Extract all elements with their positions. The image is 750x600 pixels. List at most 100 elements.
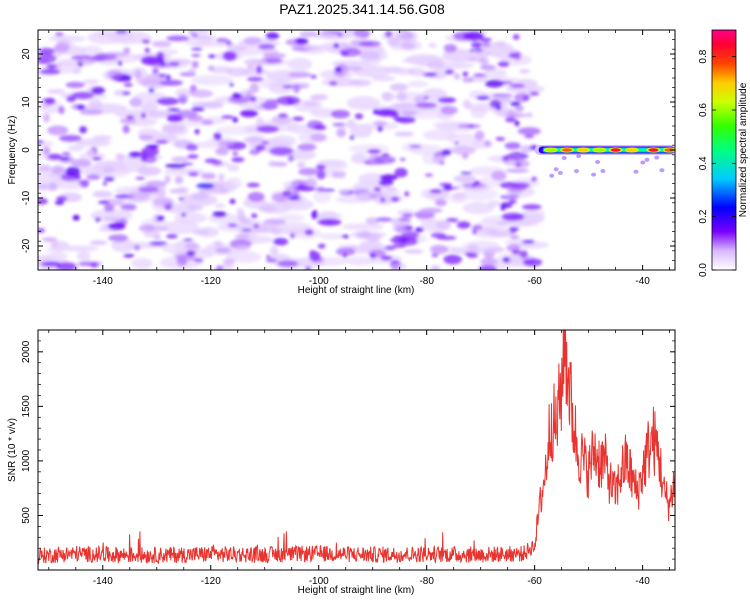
noise-blob [56,262,77,270]
noise-core [287,101,296,104]
noise-blob [187,205,203,211]
noise-haze [521,209,546,217]
noise-haze [76,139,110,146]
noise-blob [348,79,372,87]
noise-blob [47,89,66,94]
noise-blobs [38,30,550,270]
noise-core [282,85,293,89]
noise-blob [302,44,322,51]
noise-core [321,189,335,192]
signal-side-dot [561,156,567,160]
noise-blob [435,199,447,207]
noise-blob [277,260,299,268]
noise-core [144,47,150,54]
noise-core [77,105,86,110]
noise-core [229,199,236,204]
noise-core [522,240,535,244]
noise-core [190,33,199,37]
noise-haze [349,123,373,138]
noise-core [231,92,242,99]
noise-core [266,255,271,259]
noise-blob [176,256,188,266]
noise-blob [510,235,520,240]
noise-blob [235,245,251,251]
figure-title: PAZ1.2025.341.14.56.G08 [279,1,445,17]
noise-core [261,141,269,145]
noise-blob [218,173,225,182]
noise-core [208,54,217,58]
noise-blob [122,124,130,134]
noise-blob [414,95,427,104]
noise-blob [200,172,216,180]
noise-core [309,250,316,254]
noise-blob [133,244,141,251]
noise-blob [452,145,476,156]
noise-core [523,95,529,101]
noise-blob [312,31,335,39]
noise-core [188,171,199,177]
noise-core [92,156,102,161]
noise-blob [346,119,356,128]
noise-core [479,37,492,42]
noise-haze [483,68,507,79]
noise-haze [225,177,243,190]
noise-core [392,244,407,248]
noise-blob [215,147,229,156]
noise-blob [484,79,505,88]
noise-blob [453,31,475,41]
noise-blob [115,153,125,161]
noise-core [377,125,383,132]
noise-haze [407,80,429,88]
noise-core [103,176,115,182]
noise-blob [505,112,527,118]
signal-peak [594,148,605,152]
x-tick-label: -100 [309,576,329,587]
noise-blob [247,191,265,202]
noise-core [246,182,260,188]
noise-haze [401,57,437,64]
noise-core [191,47,203,51]
signal-side-dot [553,167,559,172]
colorbar-tick-label: 0.2 [698,209,709,223]
noise-blob [166,115,184,123]
noise-blob [176,109,198,119]
noise-core [191,54,201,57]
noise-core [166,233,178,239]
noise-core [123,253,135,258]
noise-core [425,173,433,177]
noise-core [183,238,194,242]
noise-blob [390,263,407,269]
noise-blob [140,102,159,112]
noise-blob [392,102,416,109]
x-tick-label: -140 [93,276,113,287]
noise-blob [353,30,371,38]
noise-core [505,117,517,123]
noise-blob [499,194,520,200]
y-tick-label: 500 [21,507,32,524]
noise-core [471,184,476,188]
noise-blob [375,217,393,222]
colorbar-gradient [711,29,737,271]
noise-blob [103,204,115,212]
noise-blob [404,249,424,254]
noise-blob [79,126,87,134]
noise-blob [67,144,85,152]
noise-core [476,95,490,100]
noise-blob [141,147,159,157]
noise-core [310,74,317,79]
noise-blob [103,216,122,222]
noise-core [367,149,381,154]
noise-haze [346,96,381,111]
noise-core [165,74,171,80]
noise-core [196,183,215,189]
noise-blob [50,238,59,249]
noise-core [316,164,326,170]
noise-blob [165,163,187,169]
noise-blob [520,145,533,153]
snr-y-label: SNR (10 * v/v) [7,418,18,482]
noise-blob [453,175,477,183]
noise-blob [303,101,319,107]
noise-blob [71,55,92,60]
noise-core [424,96,429,100]
noise-blob [468,244,479,252]
